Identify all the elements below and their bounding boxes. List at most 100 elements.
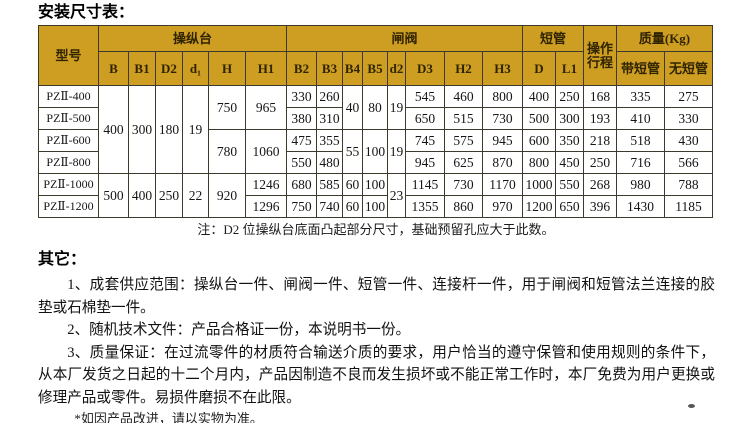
value-cell: 745 — [405, 129, 445, 152]
header-cell: 操作行程 — [583, 25, 617, 86]
value-cell: 400 — [128, 173, 156, 218]
value-cell: 780 — [208, 129, 246, 174]
value-cell: 275 — [664, 85, 713, 108]
header-cell: H2 — [444, 51, 483, 86]
value-cell: 970 — [482, 195, 523, 218]
value-cell: 218 — [583, 129, 617, 152]
value-cell: 250 — [583, 151, 617, 174]
smudge-mark — [688, 404, 695, 408]
model-cell: PZⅡ-600 — [38, 129, 99, 152]
value-cell: 500 — [98, 173, 129, 218]
value-cell: 330 — [664, 107, 713, 130]
model-cell: PZⅡ-800 — [38, 151, 99, 174]
value-cell: 600 — [522, 129, 556, 152]
value-cell: 650 — [405, 107, 445, 130]
value-cell: 750 — [286, 195, 317, 218]
value-cell: 55 — [342, 129, 363, 174]
value-cell: 870 — [482, 151, 523, 174]
value-cell: 60 — [342, 173, 363, 196]
value-cell: 380 — [286, 107, 317, 130]
header-cell: 带短管 — [616, 51, 665, 86]
header-cell: D2 — [155, 51, 183, 86]
value-cell: 180 — [155, 85, 183, 174]
value-cell: 1430 — [616, 195, 665, 218]
value-cell: 680 — [286, 173, 317, 196]
header-cell: d₁ — [182, 51, 209, 86]
value-cell: 1185 — [664, 195, 713, 218]
value-cell: 60 — [342, 195, 363, 218]
header-cell: B — [98, 51, 129, 86]
value-cell: 515 — [444, 107, 483, 130]
value-cell: 168 — [583, 85, 617, 108]
dimension-table: 型号 操纵台 闸阀 短管 操作行程 质量(Kg) B B1 D2 d₁ H H1 B2 B3 B4 B5 d2 D… — [38, 25, 713, 218]
value-cell: 480 — [316, 151, 343, 174]
header-cell: B4 — [342, 51, 363, 86]
value-cell: 740 — [316, 195, 343, 218]
value-cell: 550 — [286, 151, 317, 174]
header-cell: 短管 — [522, 25, 584, 52]
value-cell: 19 — [387, 85, 406, 130]
value-cell: 19 — [182, 85, 209, 174]
footnote: *如因产品改进，请以实物为准。 — [74, 411, 263, 423]
paragraph-quality-guarantee: 3、质量保证：在过流零件的材质符合输送介质的要求，用户恰当的遵守保管和使用规则的… — [38, 344, 715, 406]
header-cell: D3 — [405, 51, 445, 86]
model-cell: PZⅡ-1200 — [38, 195, 99, 218]
value-cell: 335 — [616, 85, 665, 108]
header-cell: H3 — [482, 51, 523, 86]
value-cell: 750 — [208, 85, 246, 130]
value-cell: 430 — [664, 129, 713, 152]
header-cell: B5 — [362, 51, 388, 86]
table-note: 注：D2 位操纵台底面凸起部分尺寸，基础预留孔应大于此数。 — [197, 222, 555, 237]
value-cell: 400 — [98, 85, 129, 174]
value-cell: 980 — [616, 173, 665, 196]
header-cell: d2 — [387, 51, 406, 86]
value-cell: 566 — [664, 151, 713, 174]
value-cell: 1000 — [522, 173, 556, 196]
value-cell: 550 — [555, 173, 584, 196]
model-cell: PZⅡ-1000 — [38, 173, 99, 196]
value-cell: 500 — [522, 107, 556, 130]
header-cell: 操纵台 — [98, 25, 287, 52]
value-cell: 300 — [555, 107, 584, 130]
value-cell: 800 — [522, 151, 556, 174]
header-cell: H — [208, 51, 246, 86]
value-cell: 22 — [182, 173, 209, 218]
header-cell: 型号 — [38, 25, 99, 86]
value-cell: 350 — [555, 129, 584, 152]
value-cell: 1355 — [405, 195, 445, 218]
value-cell: 788 — [664, 173, 713, 196]
paragraph-supply-scope: 1、成套供应范围：操纵台一件、闸阀一件、短管一件、连接杆一件，用于闸阀和短管法兰… — [38, 277, 715, 316]
value-cell: 396 — [583, 195, 617, 218]
value-cell: 920 — [208, 173, 246, 218]
page-title: 安装尺寸表： — [38, 4, 135, 21]
value-cell: 1200 — [522, 195, 556, 218]
header-cell: D — [522, 51, 556, 86]
value-cell: 545 — [405, 85, 445, 108]
value-cell: 250 — [555, 85, 584, 108]
value-cell: 355 — [316, 129, 343, 152]
others-heading: 其它： — [38, 251, 87, 268]
value-cell: 80 — [362, 85, 388, 130]
header-cell: B2 — [286, 51, 317, 86]
value-cell: 730 — [444, 173, 483, 196]
value-cell: 400 — [522, 85, 556, 108]
value-cell: 100 — [362, 195, 388, 218]
value-cell: 100 — [362, 129, 388, 174]
value-cell: 1145 — [405, 173, 445, 196]
value-cell: 260 — [316, 85, 343, 108]
value-cell: 410 — [616, 107, 665, 130]
header-cell: L1 — [555, 51, 584, 86]
value-cell: 268 — [583, 173, 617, 196]
value-cell: 650 — [555, 195, 584, 218]
value-cell: 100 — [362, 173, 388, 196]
value-cell: 310 — [316, 107, 343, 130]
header-cell: 无短管 — [664, 51, 713, 86]
value-cell: 518 — [616, 129, 665, 152]
value-cell: 965 — [245, 85, 287, 130]
value-cell: 1246 — [245, 173, 287, 196]
value-cell: 625 — [444, 151, 483, 174]
value-cell: 475 — [286, 129, 317, 152]
value-cell: 575 — [444, 129, 483, 152]
model-cell: PZⅡ-400 — [38, 85, 99, 108]
